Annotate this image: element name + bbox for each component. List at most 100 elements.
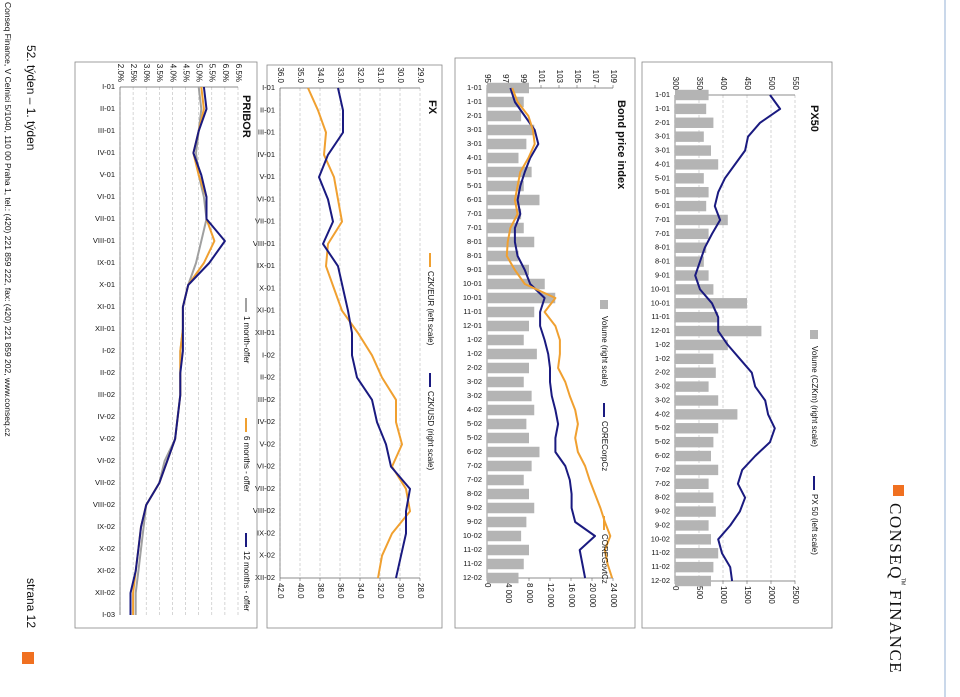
y-tick-label: 550	[791, 77, 800, 91]
x-tick-label: 12-01	[463, 321, 482, 330]
volume-bar	[675, 89, 709, 101]
x-tick-label: VI-01	[97, 192, 115, 201]
x-tick-label: IV-01	[97, 148, 115, 157]
y-tick-label: 30.0	[396, 67, 405, 83]
volume-bar	[487, 208, 522, 220]
x-tick-label: 11-02	[463, 545, 482, 554]
y-tick-label: 3.0%	[142, 64, 151, 82]
x-tick-label: XII-02	[95, 588, 115, 597]
x-tick-label: 10-02	[651, 534, 670, 543]
x-tick-label: V-02	[100, 434, 115, 443]
x-tick-label: 7-02	[467, 475, 482, 484]
period: 52. týden – 1. týden	[24, 45, 38, 150]
x-tick-label: X-02	[259, 551, 275, 560]
volume-bar	[674, 284, 714, 295]
x-tick-label: 2-01	[467, 111, 482, 120]
x-tick-label: VIII-01	[93, 236, 115, 245]
x-tick-label: 5-01	[655, 187, 670, 196]
volume-bar	[674, 548, 719, 559]
y2-tick-label: 0	[671, 586, 680, 591]
legend-label: Volume (right scale)	[600, 316, 609, 387]
series-line	[318, 87, 411, 579]
x-tick-label: IV-02	[257, 417, 275, 426]
x-tick-label: VII-02	[255, 484, 275, 493]
y-tick-label: 105	[573, 70, 582, 84]
y-tick-label: 31.0	[376, 67, 385, 83]
x-tick-label: 5-01	[467, 181, 482, 190]
legend-label: CZK/EUR (left scale)	[426, 271, 435, 346]
y2-tick-label: 40.0	[296, 583, 305, 599]
x-tick-label: VII-02	[95, 478, 115, 487]
volume-bar	[487, 558, 524, 570]
volume-bar	[674, 242, 707, 253]
volume-bar	[674, 103, 707, 115]
volume-bar	[674, 311, 719, 323]
volume-bar	[487, 250, 519, 262]
y-tick-label: 3.5%	[155, 64, 164, 82]
x-tick-label: VIII-02	[253, 506, 275, 515]
series-line	[509, 87, 596, 579]
x-tick-label: III-02	[258, 395, 275, 404]
y-tick-label: 29.0	[416, 67, 425, 83]
x-tick-label: V-01	[100, 170, 115, 179]
x-tick-label: 3-02	[467, 391, 482, 400]
volume-bar	[487, 362, 529, 374]
volume-bar	[487, 488, 529, 500]
volume-bar	[487, 180, 524, 192]
series-line	[129, 86, 226, 615]
y-tick-label: 300	[671, 77, 680, 91]
volume-bar	[675, 520, 709, 531]
y-tick-label: 101	[537, 70, 546, 84]
x-tick-label: 3-02	[655, 382, 670, 391]
volume-bar	[674, 492, 714, 503]
x-tick-label: 5-01	[655, 173, 670, 182]
x-tick-label: II-02	[260, 373, 275, 382]
volume-bar	[675, 575, 711, 587]
x-tick-label: 5-02	[467, 433, 482, 442]
y2-tick-label: 36.0	[336, 583, 345, 599]
y-tick-label: 450	[743, 77, 752, 91]
logo-suffix: FINANCE	[886, 590, 905, 674]
x-tick-label: III-02	[98, 390, 115, 399]
volume-bar	[487, 306, 535, 318]
x-tick-label: 8-01	[467, 251, 482, 260]
x-tick-label: 12-02	[651, 576, 670, 585]
y-tick-label: 95	[483, 74, 492, 83]
x-tick-label: XII-01	[95, 324, 115, 333]
y-tick-label: 6.0%	[221, 64, 230, 82]
x-tick-label: 5-02	[467, 419, 482, 428]
x-tick-label: XII-01	[255, 328, 275, 337]
x-tick-label: 3-02	[467, 377, 482, 386]
chart-title: PRIBOR	[240, 95, 252, 138]
volume-bar	[674, 256, 704, 267]
volume-bar	[675, 534, 711, 545]
y-tick-label: 109	[609, 70, 618, 84]
x-tick-label: 7-01	[655, 215, 670, 224]
x-tick-label: I-01	[262, 83, 275, 92]
y-tick-label: 6.5%	[234, 64, 243, 82]
x-tick-label: VII-01	[255, 217, 275, 226]
x-tick-label: 5-02	[655, 437, 670, 446]
x-tick-label: 9-02	[655, 520, 670, 529]
legend-swatch	[810, 330, 818, 339]
series-line	[694, 94, 782, 582]
volume-bar	[487, 264, 529, 276]
x-tick-label: V-01	[260, 172, 275, 181]
y2-tick-label: 2500	[791, 586, 800, 604]
legend-label: PX 50 (left scale)	[810, 494, 819, 555]
y-tick-label: 5.0%	[195, 64, 204, 82]
x-tick-label: 9-02	[467, 503, 482, 512]
x-tick-label: I-02	[102, 346, 115, 355]
volume-bar	[487, 278, 545, 290]
volume-bar	[675, 367, 716, 378]
x-tick-label: II-01	[100, 104, 115, 113]
volume-bar	[487, 334, 524, 346]
volume-bar	[487, 572, 519, 584]
x-tick-label: 6-01	[655, 201, 670, 210]
x-tick-label: IX-01	[97, 258, 115, 267]
x-tick-label: 6-02	[655, 451, 670, 460]
x-tick-label: X-02	[99, 544, 115, 553]
volume-bar	[674, 353, 714, 365]
volume-bar	[487, 110, 522, 122]
volume-bar	[487, 446, 540, 458]
